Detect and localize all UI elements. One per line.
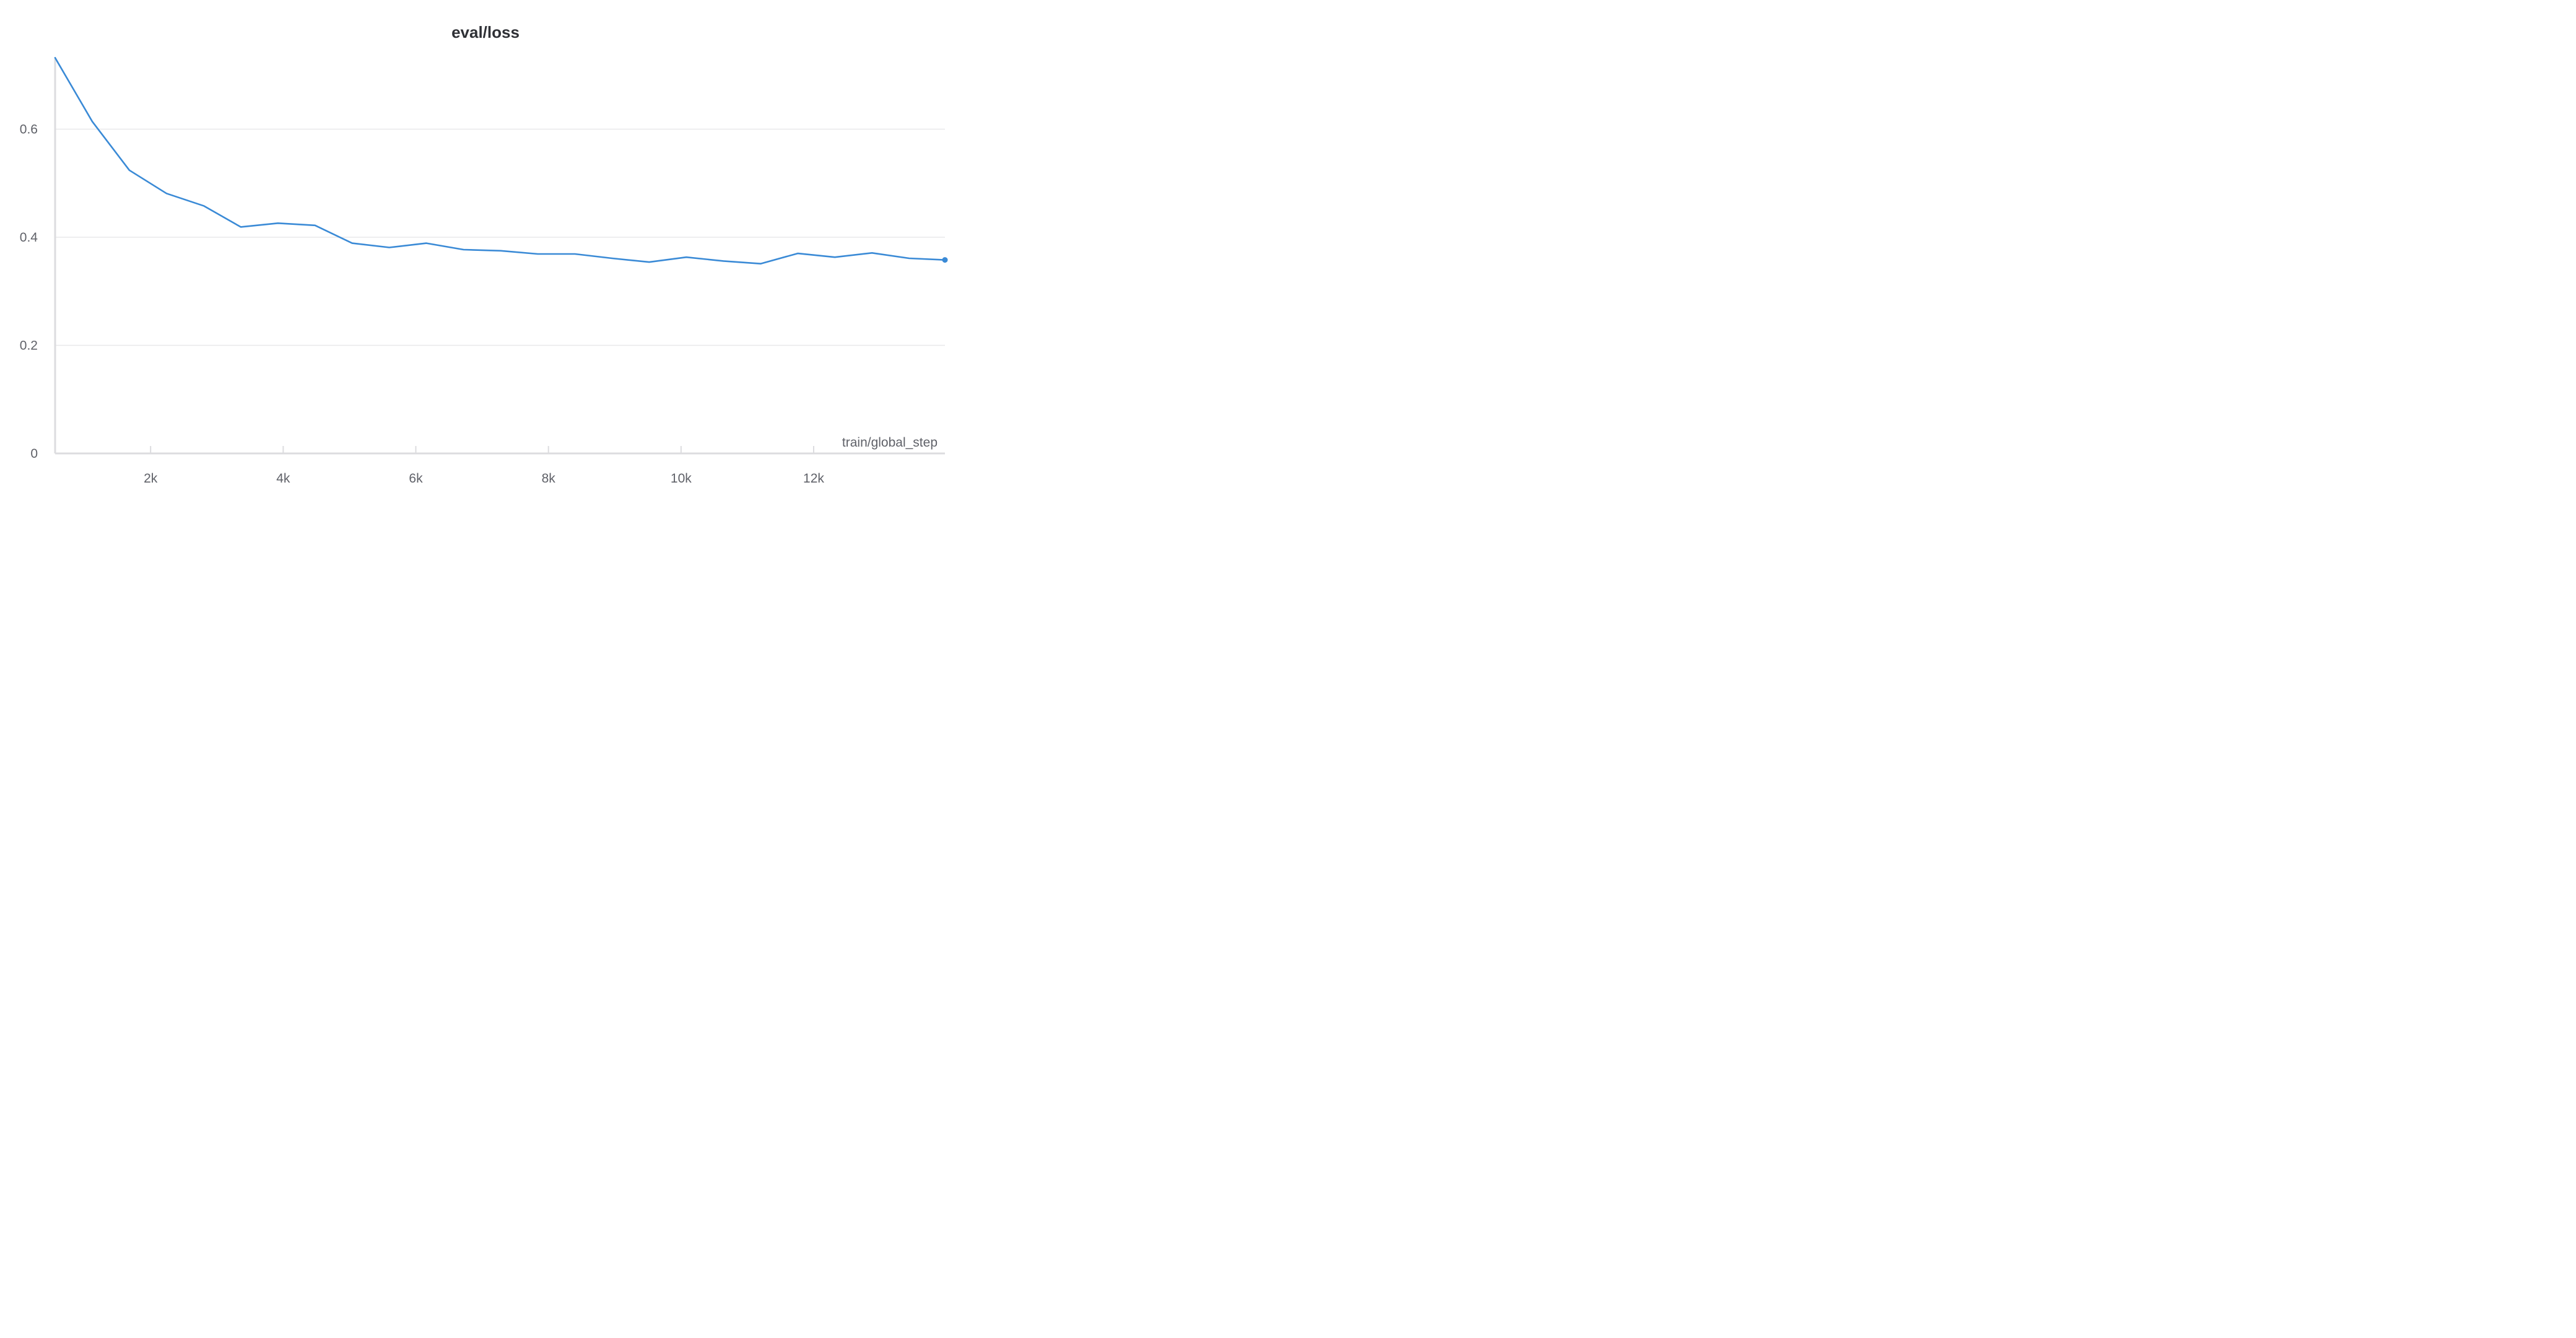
data-point — [871, 251, 874, 255]
data-point — [908, 256, 911, 260]
data-point — [239, 225, 242, 229]
chart-title: eval/loss — [451, 23, 520, 42]
data-point — [499, 249, 502, 252]
y-tick-label: 0.4 — [20, 230, 38, 245]
axes — [54, 59, 945, 455]
data-point — [648, 261, 651, 264]
x-tick-label: 4k — [276, 471, 290, 486]
series-lines — [54, 56, 948, 265]
data-point — [462, 248, 465, 251]
x-tick-label: 6k — [409, 471, 423, 486]
data-point — [350, 242, 354, 245]
data-point — [202, 204, 205, 208]
data-point — [759, 262, 762, 265]
data-point — [573, 253, 577, 256]
data-point — [128, 168, 131, 172]
x-axis-title: train/global_step — [842, 435, 938, 450]
data-point — [722, 260, 725, 263]
x-tick-label: 12k — [803, 471, 824, 486]
tick-labels: 0 0.2 0.4 0.6 2k 4k 6k 8k 10k 12k — [20, 122, 825, 486]
series-line — [54, 57, 946, 265]
data-point — [536, 253, 539, 256]
data-point — [165, 192, 168, 195]
x-tick-label: 2k — [144, 471, 158, 486]
data-point — [54, 56, 57, 59]
gridlines — [55, 128, 945, 346]
line-chart: eval/loss 0 0.2 0.4 0.6 2k 4k 6k 8k 10k 12k train… — [20, 23, 948, 486]
data-point — [611, 256, 614, 260]
data-point — [276, 222, 279, 225]
data-point — [388, 246, 391, 249]
y-tick-label: 0.6 — [20, 122, 38, 136]
y-tick-label: 0 — [30, 447, 38, 461]
last-data-point — [942, 257, 948, 263]
data-point — [833, 256, 837, 259]
data-point — [425, 242, 428, 245]
data-point — [685, 256, 688, 259]
data-point — [313, 224, 316, 227]
x-tick-label: 8k — [542, 471, 556, 486]
x-tick-label: 10k — [671, 471, 692, 486]
data-point — [796, 252, 799, 255]
chart-container: eval/loss 0 0.2 0.4 0.6 2k 4k 6k 8k 10k 12k train… — [0, 0, 971, 504]
data-point — [90, 120, 94, 123]
y-tick-label: 0.2 — [20, 338, 38, 352]
